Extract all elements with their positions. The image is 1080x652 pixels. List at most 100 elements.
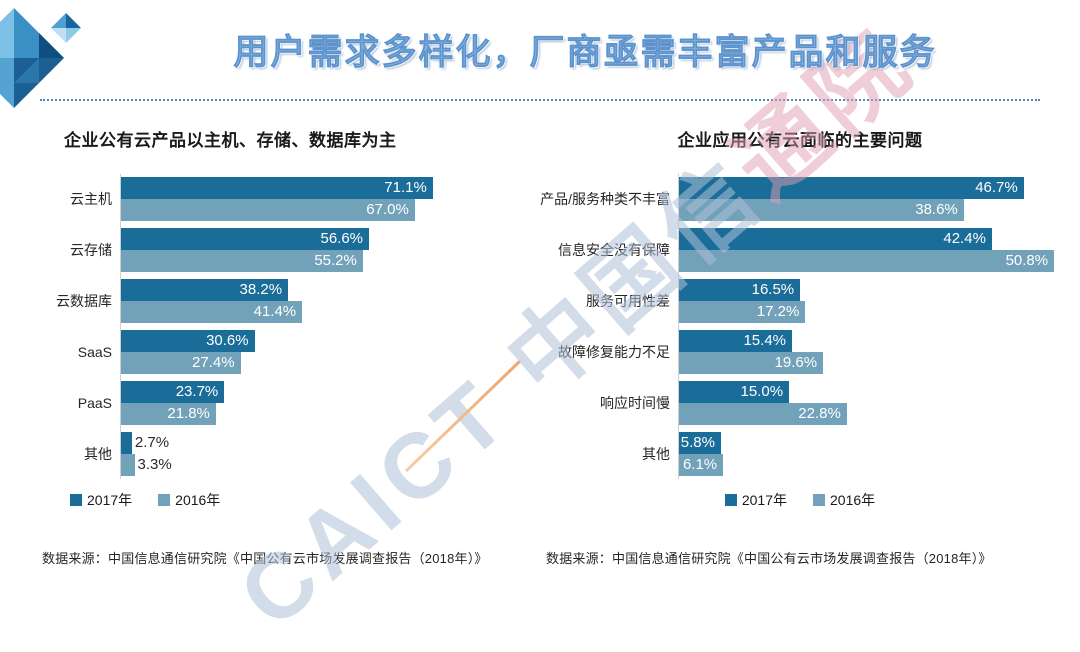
chart-row: 产品/服务种类不丰富 46.7% 38.6%	[528, 177, 1072, 221]
legend-swatch-2016	[813, 494, 825, 506]
legend-label-2016: 2016年	[175, 492, 221, 508]
bar-2017年: 71.1%	[120, 177, 433, 199]
bar-value-label: 46.7%	[975, 179, 1018, 196]
category-label: PaaS	[77, 394, 112, 411]
bar-2016年: 22.8%	[678, 403, 847, 425]
bar-value-label: 19.6%	[774, 354, 818, 371]
chart-row: SaaS 30.6% 27.4%	[40, 330, 528, 374]
category-label: 服务可用性差	[586, 292, 670, 309]
bar-value-label: 38.2%	[239, 281, 283, 298]
category-label: 响应时间慢	[600, 394, 670, 411]
bar-value-label: 2.7%	[134, 434, 170, 451]
chart-row: 故障修复能力不足 15.4% 19.6%	[528, 330, 1072, 374]
bar-value-label: 41.4%	[253, 303, 297, 320]
bar-group: 16.5% 17.2%	[678, 279, 1063, 323]
bar-group: 56.6% 55.2%	[120, 228, 450, 272]
bar-value-label: 15.0%	[740, 383, 784, 400]
bar-2017年: 5.8%	[678, 432, 721, 454]
bar-2017年: 42.4%	[678, 228, 992, 250]
bar-value-label: 23.7%	[175, 383, 219, 400]
bar-value-label: 67.0%	[366, 201, 409, 218]
bar-value-label: 5.8%	[680, 434, 715, 451]
bar-2016年: 38.6%	[678, 199, 964, 221]
bar-2016年: 67.0%	[120, 199, 415, 221]
right-chart-panel: 企业应用公有云面临的主要问题 产品/服务种类不丰富 46.7% 38.6% 信息安全没…	[528, 116, 1072, 567]
left-chart-legend: 2017年 2016年	[70, 490, 528, 510]
chart-row: 服务可用性差 16.5% 17.2%	[528, 279, 1072, 323]
bar-2017年: 15.4%	[678, 330, 793, 352]
bar-value-label: 22.8%	[798, 405, 841, 422]
bar-value-label: 56.6%	[320, 230, 364, 247]
bar-2016年: 50.8%	[678, 250, 1055, 272]
left-chart-title: 企业公有云产品以主机、存储、数据库为主	[64, 131, 397, 150]
category-label: 其他	[642, 445, 670, 462]
left-chart-source: 数据来源：中国信息通信研究院《中国公有云市场发展调查报告（2018年）》	[42, 551, 488, 566]
left-chart-plot: 云主机 71.1% 67.0% 云存储 56.6% 55.2% 云数据库 38.2% 41.4%…	[40, 174, 528, 479]
legend-item-2016: 2016年	[813, 490, 875, 510]
right-chart-plot: 产品/服务种类不丰富 46.7% 38.6% 信息安全没有保障 42.4% 50.8% 服务…	[528, 174, 1072, 479]
category-label: 故障修复能力不足	[558, 343, 670, 360]
category-label: SaaS	[77, 343, 112, 360]
bar-2017年: 23.7%	[120, 381, 225, 403]
chart-row: 云数据库 38.2% 41.4%	[40, 279, 528, 323]
bar-2017年: 56.6%	[120, 228, 370, 250]
category-label: 其他	[84, 445, 112, 462]
bar-group: 46.7% 38.6%	[678, 177, 1063, 221]
bar-2017年: 38.2%	[120, 279, 289, 301]
bar-2017年: 30.6%	[120, 330, 255, 352]
bar-group: 5.8% 6.1%	[678, 432, 1063, 476]
slide-title: 用户需求多样化，厂商亟需丰富产品和服务	[233, 33, 937, 73]
dotted-divider	[40, 99, 1040, 101]
chart-row: 云主机 71.1% 67.0%	[40, 177, 528, 221]
bar-group: 71.1% 67.0%	[120, 177, 450, 221]
bar-value-label: 42.4%	[943, 230, 986, 247]
legend-swatch-2016	[158, 494, 171, 506]
bar-value-label: 16.5%	[751, 281, 795, 298]
bar-value-label: 6.1%	[682, 456, 718, 473]
bar-value-label: 38.6%	[915, 201, 958, 218]
chart-row: 其他 2.7% 3.3%	[40, 432, 528, 476]
bar-value-label: 50.8%	[1005, 252, 1049, 269]
chart-row: 响应时间慢 15.0% 22.8%	[528, 381, 1072, 425]
bar-value-label: 17.2%	[756, 303, 800, 320]
bar-2016年: 19.6%	[678, 352, 824, 374]
legend-swatch-2017	[70, 494, 82, 506]
legend-label-2016: 2016年	[830, 492, 876, 508]
bar-group: 23.7% 21.8%	[120, 381, 450, 425]
chart-row: 云存储 56.6% 55.2%	[40, 228, 528, 272]
bar-2017年: 16.5%	[678, 279, 801, 301]
chart-row: PaaS 23.7% 21.8%	[40, 381, 528, 425]
bar-value-label: 3.3%	[137, 456, 172, 473]
bar-group: 30.6% 27.4%	[120, 330, 450, 374]
bar-value-label: 55.2%	[314, 252, 357, 269]
bar-group: 42.4% 50.8%	[678, 228, 1063, 272]
right-chart-source: 数据来源：中国信息通信研究院《中国公有云市场发展调查报告（2018年）》	[546, 551, 992, 566]
bar-value-label: 15.4%	[743, 332, 787, 349]
bar-group: 15.4% 19.6%	[678, 330, 1063, 374]
legend-item-2017: 2017年	[724, 490, 787, 510]
right-chart-legend: 2017年 2016年	[528, 490, 1072, 510]
category-label: 云存储	[70, 241, 112, 258]
category-label: 产品/服务种类不丰富	[540, 190, 670, 207]
charts-area: 企业公有云产品以主机、存储、数据库为主 云主机 71.1% 67.0% 云存储 56.6…	[40, 116, 1072, 567]
left-chart-panel: 企业公有云产品以主机、存储、数据库为主 云主机 71.1% 67.0% 云存储 56.6…	[40, 116, 528, 567]
legend-item-2016: 2016年	[158, 490, 220, 510]
right-chart-title: 企业应用公有云面临的主要问题	[677, 131, 923, 150]
bar-group: 2.7% 3.3%	[120, 432, 450, 476]
bar-2017年: 15.0%	[678, 381, 790, 403]
bar-group: 15.0% 22.8%	[678, 381, 1063, 425]
bar-2016年: 27.4%	[120, 352, 241, 374]
bar-value-label: 21.8%	[167, 405, 210, 422]
category-label: 云数据库	[56, 292, 112, 309]
chart-row: 其他 5.8% 6.1%	[528, 432, 1072, 476]
bar-2016年: 3.3%	[120, 454, 172, 476]
bar-2017年: 46.7%	[678, 177, 1024, 199]
bar-group: 38.2% 41.4%	[120, 279, 450, 323]
legend-label-2017: 2017年	[87, 492, 133, 508]
legend-item-2017: 2017年	[70, 490, 132, 510]
bar-2016年: 41.4%	[120, 301, 303, 323]
bar-2016年: 17.2%	[678, 301, 806, 323]
bar-value-label: 71.1%	[384, 179, 427, 196]
corner-diamond-decoration	[0, 8, 81, 108]
bar-value-label: 27.4%	[192, 354, 235, 371]
